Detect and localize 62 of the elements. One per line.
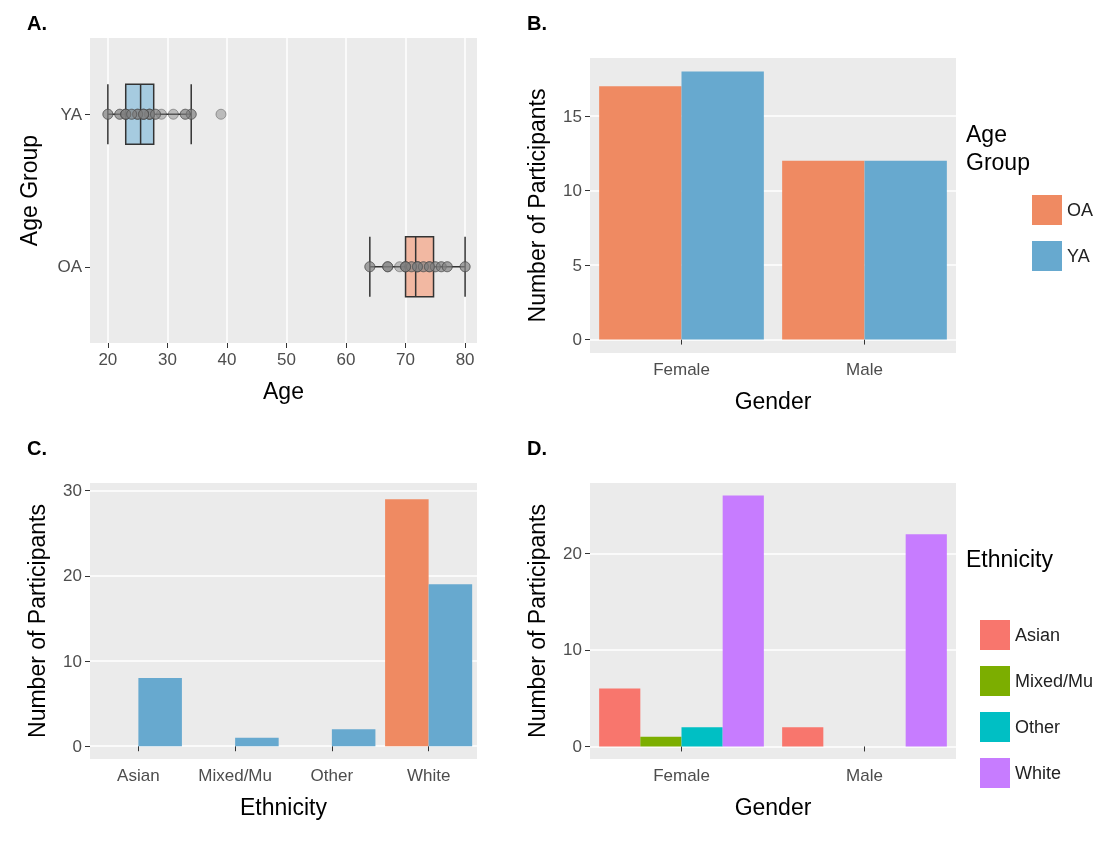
legend-title: Ethnicity [966, 546, 1054, 572]
x-tick-label: 50 [277, 350, 296, 369]
y-axis-title: Number of Participants [523, 504, 550, 738]
bar [331, 729, 376, 747]
y-tick-label: 10 [563, 640, 582, 660]
x-tick-label: Male [846, 766, 883, 785]
y-tick-label: 0 [572, 330, 582, 350]
x-tick-label: Female [653, 360, 710, 379]
bar [428, 584, 473, 747]
x-tick-label: Asian [117, 766, 160, 785]
y-axis-title: Number of Participants [23, 504, 50, 738]
bar [864, 160, 947, 340]
chart-title: B. [527, 12, 547, 34]
x-tick-label: 60 [336, 350, 356, 369]
bar [681, 71, 764, 340]
bar [385, 499, 429, 747]
legend-title: Age Group [966, 121, 1030, 175]
x-tick-label: 80 [455, 350, 475, 369]
legend-label: OA [1066, 200, 1094, 220]
x-axis-title: Gender [734, 387, 812, 414]
legend-label: YA [1066, 246, 1090, 266]
x-axis-title: Age [263, 377, 304, 404]
y-axis-title: Number of Participants [523, 88, 550, 323]
y-tick-label: 10 [63, 651, 82, 671]
x-tick-label: Male [846, 360, 883, 379]
x-axis-title: Gender [734, 793, 812, 820]
y-tick-label: YA [60, 104, 83, 124]
y-tick-label: 30 [63, 481, 82, 501]
bar [235, 737, 279, 747]
x-tick-label: 70 [396, 350, 416, 369]
bar [138, 678, 182, 747]
x-tick-label: Mixed/Mu [198, 766, 272, 785]
bar [782, 160, 865, 340]
y-tick-label: 20 [563, 543, 582, 563]
y-tick-label: 15 [563, 106, 582, 126]
y-tick-label: 0 [572, 736, 582, 756]
bar [599, 688, 641, 747]
bar [640, 736, 682, 747]
x-tick-label: 20 [98, 350, 118, 369]
y-tick-label: 5 [572, 255, 582, 275]
legend-label: Mixed/Mu [1014, 671, 1094, 691]
x-tick-label: 30 [157, 350, 177, 369]
chart-title: A. [27, 12, 47, 34]
y-tick-label: OA [57, 257, 83, 277]
legend-label: Asian [1014, 625, 1061, 645]
chart-title: C. [27, 437, 47, 459]
y-tick-label: 0 [72, 736, 82, 756]
bar [599, 86, 682, 340]
bar [681, 727, 723, 747]
x-tick-label: 40 [217, 350, 237, 369]
legend-label: Other [1014, 717, 1061, 737]
y-tick-label: 10 [563, 181, 582, 201]
y-axis-title: Age Group [15, 134, 42, 247]
bar [905, 534, 947, 747]
bar [782, 727, 824, 747]
y-tick-label: 20 [63, 566, 82, 586]
x-tick-label: White [406, 766, 451, 785]
chart-title: D. [527, 437, 547, 459]
x-axis-title: Ethnicity [240, 793, 328, 820]
x-tick-label: Other [310, 766, 354, 785]
x-tick-label: Female [653, 766, 710, 785]
bar [722, 495, 764, 747]
